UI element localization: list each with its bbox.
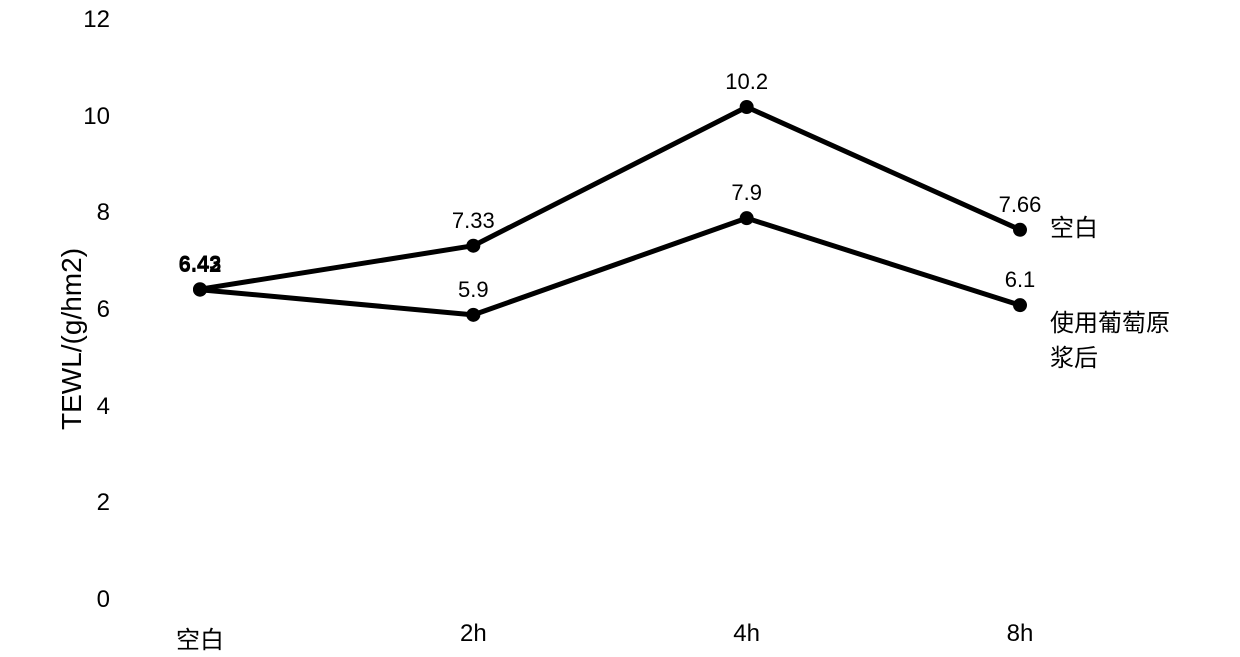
data-point (466, 308, 480, 322)
series-line (200, 107, 1020, 289)
data-point (466, 239, 480, 253)
tewl-line-chart: TEWL/(g/hm2) 024681012 空白2h4h8h 6.437.33… (0, 0, 1240, 657)
data-point-label: 7.66 (999, 192, 1042, 218)
series-name-label: 使用葡萄原浆后 (1050, 303, 1170, 373)
data-point-label: 6.1 (1005, 267, 1036, 293)
data-point (193, 283, 207, 297)
data-point-label: 7.33 (452, 208, 495, 234)
data-point (740, 211, 754, 225)
data-point (1013, 223, 1027, 237)
data-point-label: 6.42 (179, 252, 222, 278)
series-line (200, 218, 1020, 315)
data-point (1013, 298, 1027, 312)
data-point-label: 7.9 (731, 180, 762, 206)
data-point-label: 5.9 (458, 277, 489, 303)
data-point (740, 100, 754, 114)
data-point-label: 10.2 (725, 69, 768, 95)
series-name-label: 空白 (1050, 208, 1098, 243)
